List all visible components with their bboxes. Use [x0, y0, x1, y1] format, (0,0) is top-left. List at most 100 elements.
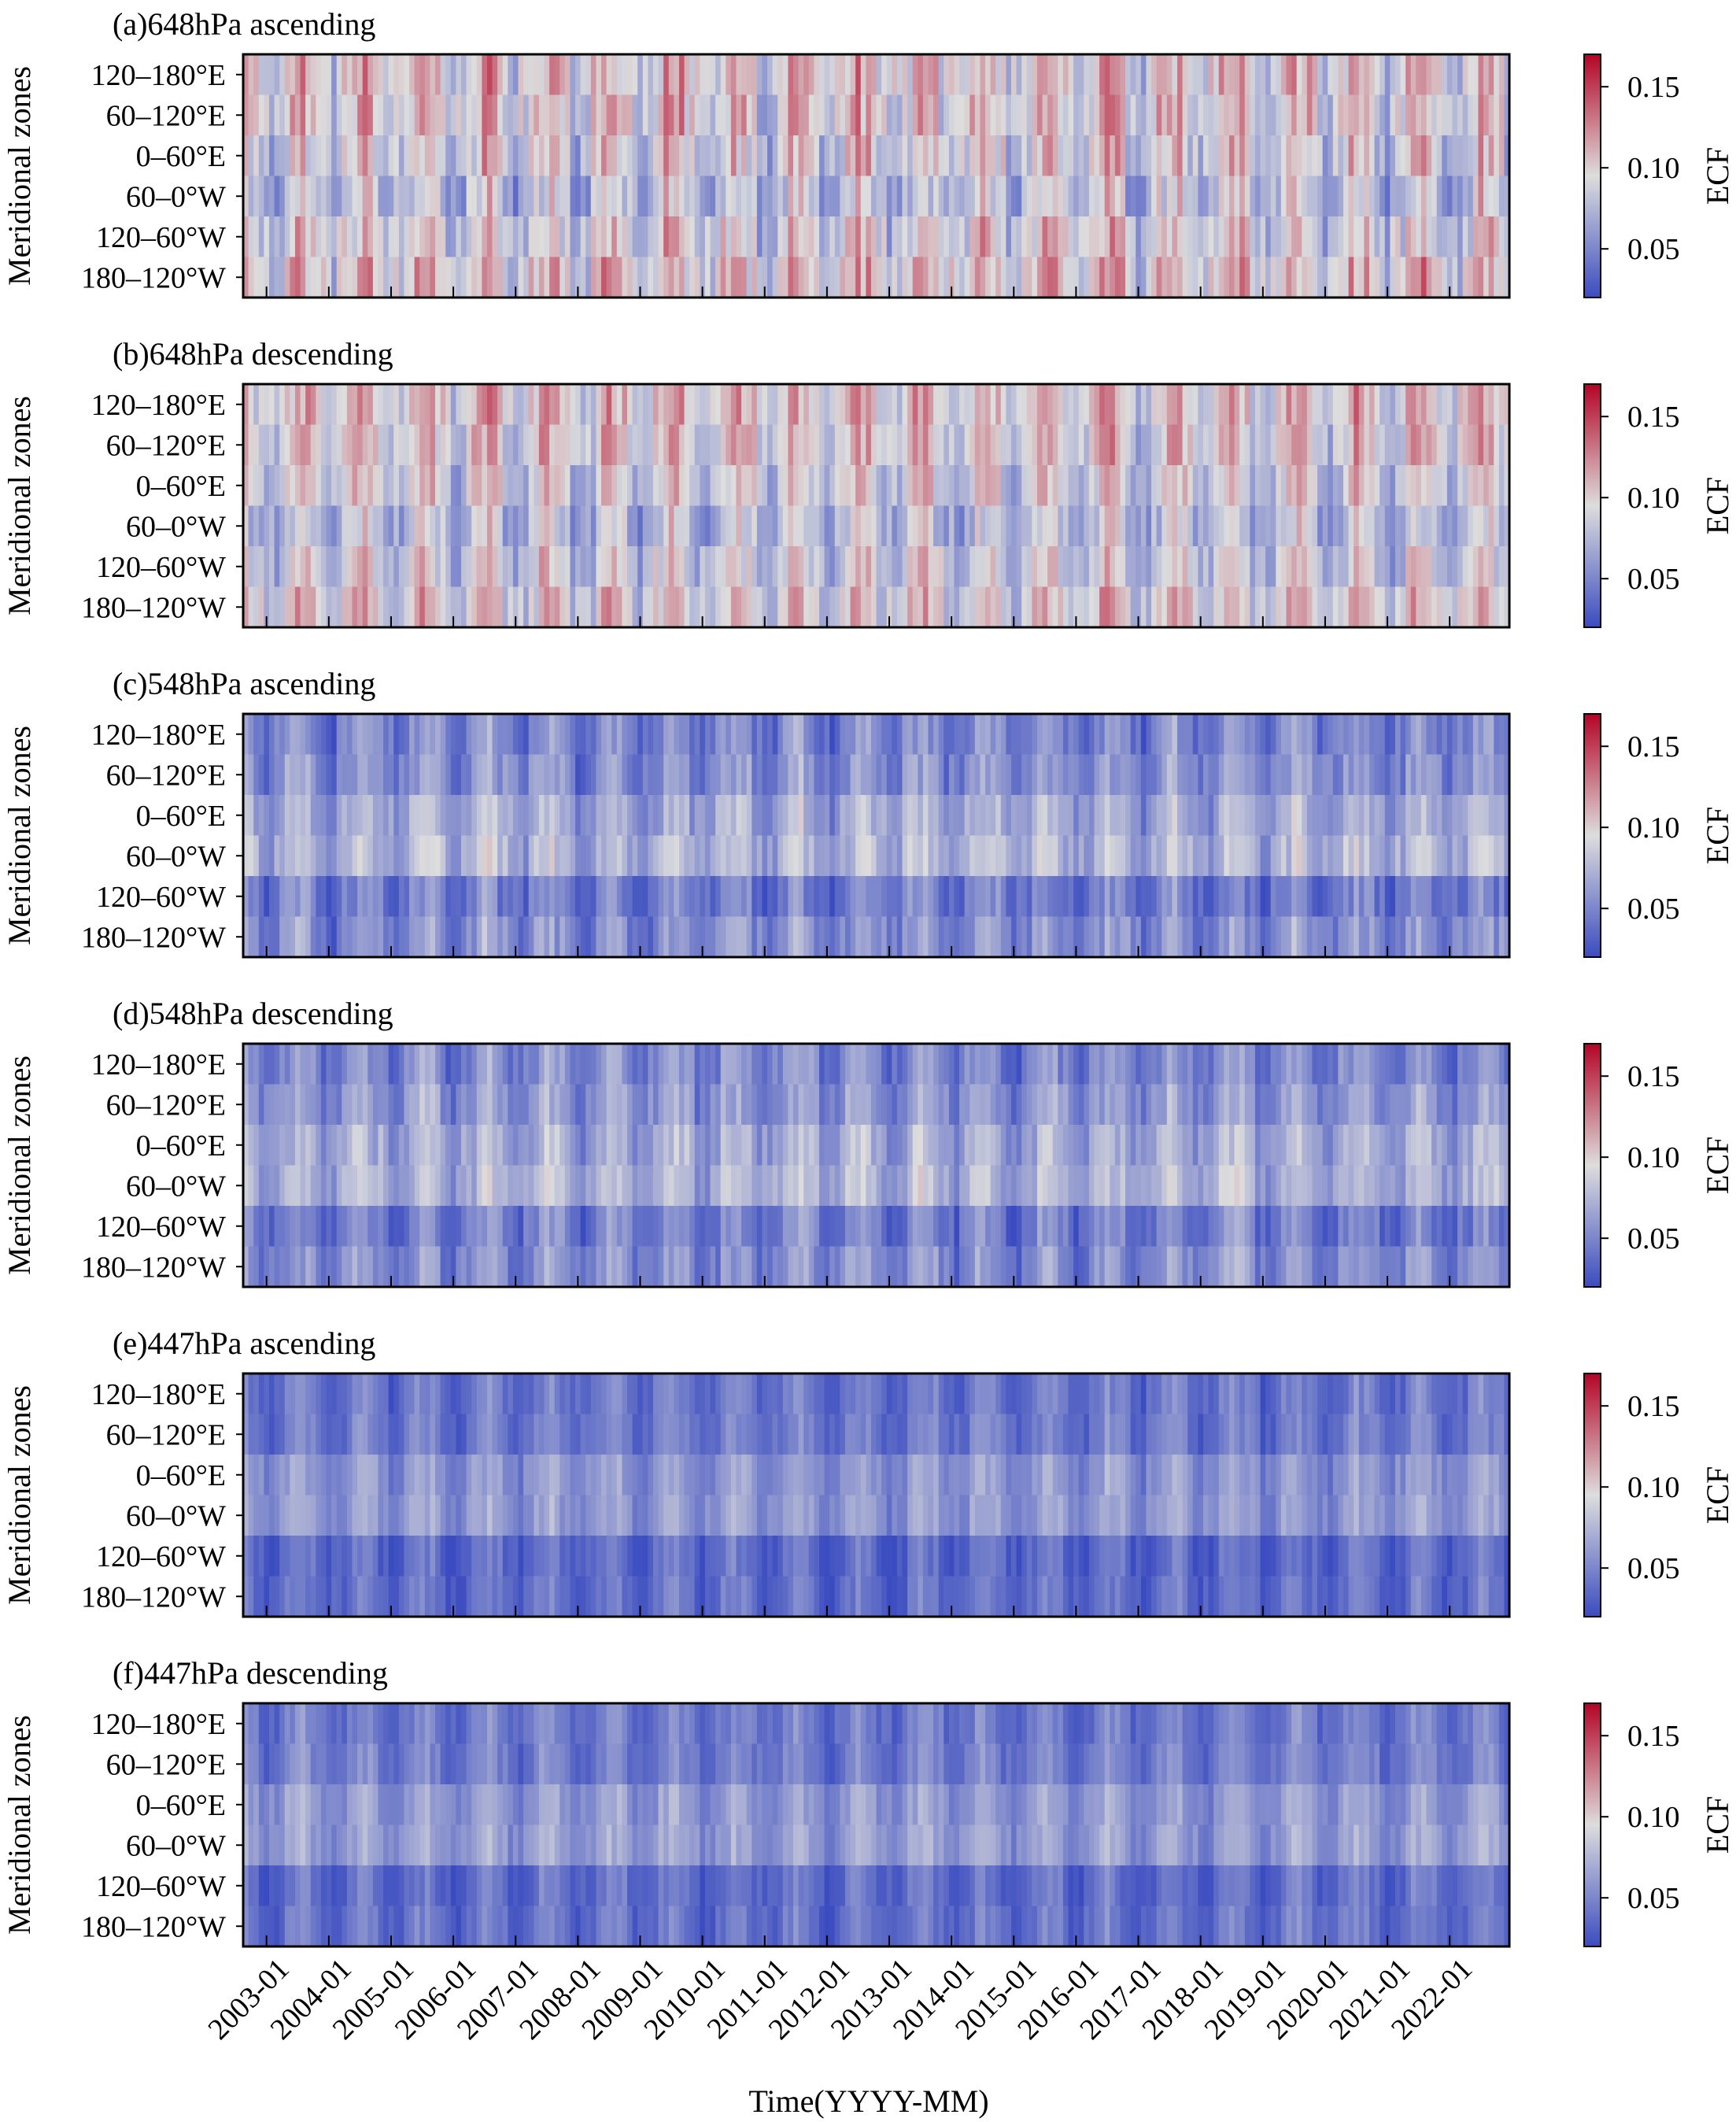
heatmap-cell	[368, 465, 374, 507]
heatmap-cell	[342, 795, 348, 837]
heatmap-cell	[700, 505, 706, 547]
heatmap-cell	[933, 505, 940, 547]
heatmap-cell	[1328, 384, 1334, 426]
heatmap-cell	[1187, 754, 1194, 796]
heatmap-cell	[1218, 754, 1224, 796]
heatmap-cell	[564, 176, 571, 217]
heatmap-cell	[642, 465, 648, 507]
heatmap-cell	[1104, 424, 1110, 466]
heatmap-cell	[305, 835, 312, 877]
heatmap-cell	[1224, 176, 1230, 217]
heatmap-cell	[1042, 586, 1048, 628]
heatmap-cell	[668, 257, 674, 298]
heatmap-cell	[1488, 94, 1494, 136]
heatmap-cell	[1176, 1084, 1184, 1126]
heatmap-cell	[840, 505, 846, 547]
heatmap-cell	[290, 424, 296, 466]
heatmap-cell	[1390, 176, 1396, 217]
heatmap-cell	[450, 135, 456, 177]
heatmap-cell	[580, 94, 586, 136]
heatmap-cell	[1006, 216, 1012, 258]
heatmap-cell	[352, 586, 358, 628]
heatmap-cell	[383, 54, 390, 96]
heatmap-cell	[331, 176, 338, 217]
heatmap-cell	[881, 754, 888, 796]
heatmap-cell	[316, 714, 322, 756]
heatmap-cell	[1426, 916, 1432, 958]
heatmap-cell	[1094, 876, 1100, 918]
heatmap-cell	[1306, 835, 1313, 877]
heatmap-cell	[954, 754, 960, 796]
heatmap-cell	[730, 1044, 737, 1085]
heatmap-cell	[1156, 257, 1162, 298]
heatmap-cell	[974, 505, 981, 547]
heatmap-cell	[844, 795, 851, 837]
heatmap-cell	[1368, 54, 1376, 96]
heatmap-cell	[762, 135, 768, 177]
heatmap-cell	[284, 876, 290, 918]
heatmap-cell	[616, 916, 622, 958]
heatmap-cell	[414, 1084, 420, 1126]
heatmap-cell	[948, 384, 955, 426]
heatmap-cell	[632, 257, 638, 298]
heatmap-cell	[1166, 795, 1173, 837]
heatmap-cell	[471, 795, 478, 837]
heatmap-cell	[538, 94, 545, 136]
heatmap-cell	[928, 754, 934, 796]
heatmap-cell	[414, 714, 420, 756]
heatmap-cell	[445, 876, 452, 918]
heatmap-cell	[460, 54, 467, 96]
heatmap-cell	[352, 795, 358, 837]
heatmap-cell	[637, 505, 644, 547]
heatmap-cell	[1254, 1084, 1261, 1126]
heatmap-cell	[1099, 505, 1106, 547]
heatmap-cell	[549, 754, 556, 796]
heatmap-cell	[538, 835, 545, 877]
heatmap-cell	[752, 257, 758, 298]
heatmap-cell	[1296, 424, 1302, 466]
heatmap-cell	[1156, 586, 1162, 628]
heatmap-cell	[1162, 1044, 1168, 1085]
heatmap-cell	[398, 876, 405, 918]
heatmap-cell	[752, 465, 758, 507]
heatmap-cell	[1446, 876, 1453, 918]
heatmap-cell	[626, 714, 633, 756]
heatmap-cell	[497, 795, 504, 837]
heatmap-cell	[818, 835, 826, 877]
heatmap-cell	[860, 465, 866, 507]
heatmap-cell	[995, 135, 1002, 177]
heatmap-cell	[336, 465, 342, 507]
heatmap-cell	[912, 505, 918, 547]
heatmap-cell	[1416, 714, 1422, 756]
heatmap-cell	[1416, 384, 1422, 426]
heatmap-cell	[544, 795, 550, 837]
heatmap-cell	[497, 876, 504, 918]
heatmap-cell	[1068, 54, 1074, 96]
heatmap-cell	[1468, 1044, 1474, 1085]
heatmap-cell	[580, 424, 586, 466]
heatmap-cell	[798, 424, 804, 466]
heatmap-cell	[1420, 876, 1428, 918]
heatmap-cell	[1130, 586, 1136, 628]
heatmap-cell	[1198, 835, 1204, 877]
heatmap-cell	[1078, 586, 1084, 628]
heatmap-cell	[1062, 754, 1069, 796]
heatmap-cell	[1400, 135, 1406, 177]
heatmap-cell	[1446, 465, 1453, 507]
heatmap-cell	[611, 546, 618, 588]
heatmap-cell	[1120, 754, 1126, 796]
heatmap-cell	[1151, 135, 1158, 177]
panel-title: (b)648hPa descending	[113, 336, 393, 372]
heatmap-cell	[1176, 754, 1184, 796]
heatmap-cell	[445, 916, 452, 958]
heatmap-cell	[1431, 135, 1438, 177]
heatmap-cell	[518, 257, 524, 298]
heatmap-cell	[1084, 714, 1090, 756]
heatmap-cell	[866, 94, 872, 136]
heatmap-cell	[1302, 876, 1308, 918]
heatmap-cell	[1452, 916, 1458, 958]
heatmap-cell	[990, 835, 996, 877]
heatmap-cell	[362, 424, 368, 466]
heatmap-cell	[290, 257, 296, 298]
heatmap-cell	[1410, 257, 1417, 298]
